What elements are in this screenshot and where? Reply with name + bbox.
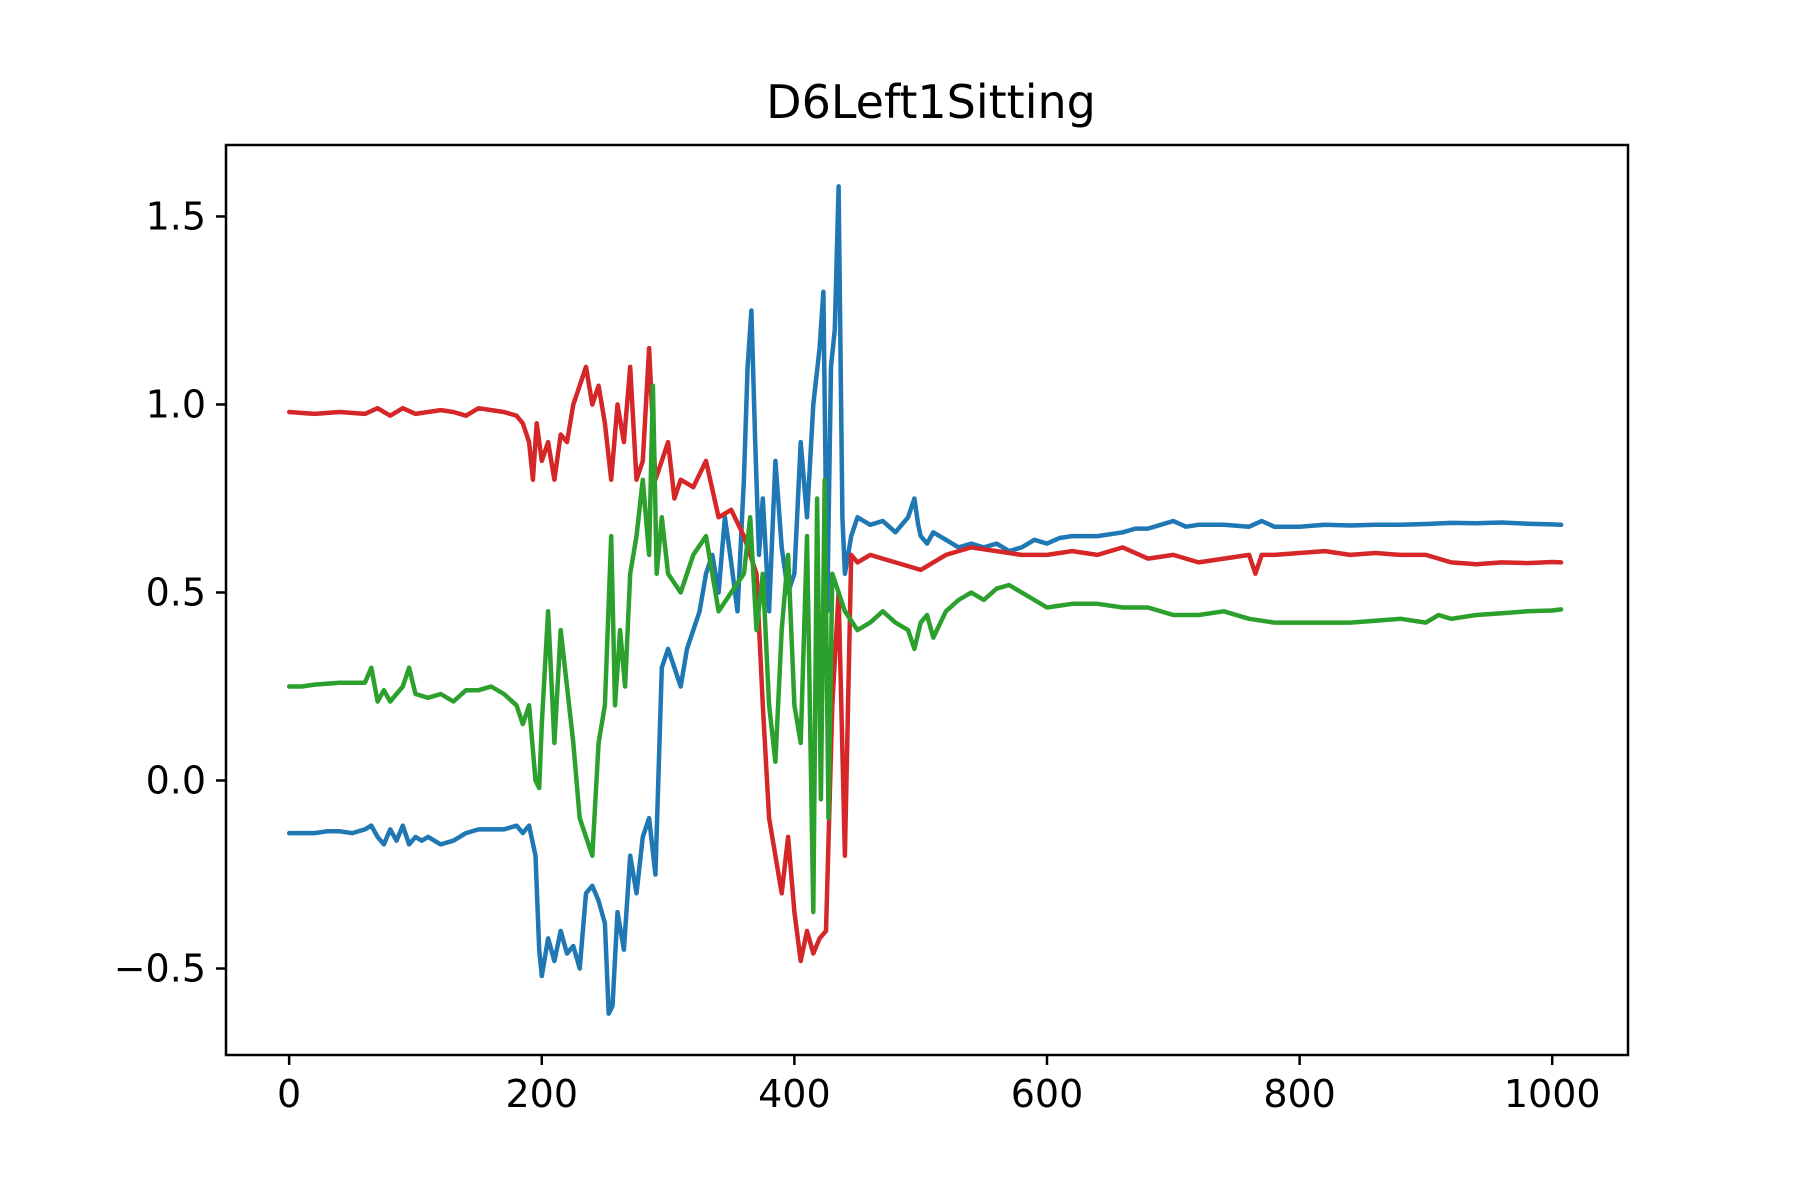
y-tick-label: −0.5 [114, 947, 206, 991]
x-tick-label: 800 [1263, 1072, 1336, 1116]
x-tick-label: 0 [277, 1072, 301, 1116]
series-line-1 [286, 184, 1564, 1016]
y-tick-label: 0.0 [146, 758, 206, 802]
x-tick-label: 1000 [1504, 1072, 1601, 1116]
y-tick-label: 0.5 [146, 570, 206, 614]
x-tick-label: 200 [506, 1072, 579, 1116]
y-tick-label: 1.5 [146, 194, 206, 238]
y-tick-label: 1.0 [146, 382, 206, 426]
x-tick-label: 600 [1011, 1072, 1084, 1116]
series-layer [286, 184, 1564, 1016]
x-tick-label: 400 [758, 1072, 831, 1116]
tick-layer: 0 200 400 600 800 1000 −0.5 0.0 0.5 1.0 1.5 [114, 194, 1601, 1116]
series-line-3 [286, 383, 1564, 915]
plot-frame [224, 143, 1630, 1057]
chart-title: D6Left1Sitting [766, 75, 1096, 129]
